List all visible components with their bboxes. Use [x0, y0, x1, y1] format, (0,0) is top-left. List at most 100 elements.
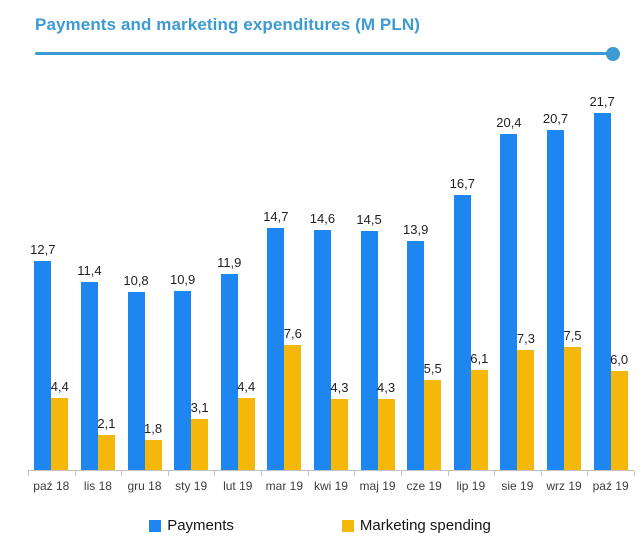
x-tick-label: sie 19: [501, 479, 534, 493]
x-tick-label: lis 18: [83, 479, 112, 493]
marketing-bar: 4,3: [330, 380, 348, 470]
marketing-value-label: 7,5: [563, 327, 582, 343]
payments-value-label: 11,9: [217, 255, 242, 271]
payments-bar: 11,9: [217, 255, 241, 470]
x-axis-tick: [74, 471, 76, 476]
payments-bar: 16,7: [450, 176, 475, 470]
payments-bar: 13,9: [403, 222, 428, 470]
marketing-value-label: 7,6: [283, 325, 302, 341]
x-tick-label: lip 19: [456, 479, 486, 493]
x-axis-tick: [307, 471, 309, 476]
marketing-bar: 4,4: [237, 379, 255, 470]
bar-group-maj-19: 14,5 4,3: [354, 212, 401, 470]
marketing-value-label: 4,4: [237, 378, 256, 394]
payments-value-label: 10,8: [123, 273, 149, 289]
bar-group-kwi-19: 14,6 4,3: [308, 211, 355, 470]
marketing-value-label: 4,4: [50, 378, 69, 394]
x-tick-label: cze 19: [406, 479, 442, 493]
payments-bar: 12,7: [30, 242, 55, 470]
marketing-value-label: 2,1: [97, 416, 116, 432]
title-underline-dot-icon: [606, 47, 620, 61]
marketing-value-label: 4,3: [330, 380, 349, 396]
marketing-value-label: 3,1: [190, 400, 209, 416]
payments-value-label: 20,7: [542, 110, 569, 126]
legend-payments-label: Payments: [167, 517, 234, 534]
bar-group-mar-19: 14,7 7,6: [261, 209, 308, 470]
payments-bar: 10,8: [123, 273, 149, 470]
payments-value-label: 16,7: [449, 176, 475, 192]
payments-bar: 21,7: [589, 94, 615, 470]
title-underline-line: [35, 52, 612, 55]
plot-area: 12,7 4,4 11,4 2,1 10,8 1,8 10,9 3,1 11,9 4,4 14,7 7…: [28, 66, 634, 470]
x-axis-tick: [587, 471, 589, 476]
marketing-value-label: 7,3: [516, 330, 535, 346]
legend-item-marketing: Marketing spending: [341, 517, 491, 534]
marketing-swatch-icon: [341, 519, 354, 532]
marketing-bar: 7,3: [517, 331, 535, 470]
marketing-value-label: 1,8: [143, 421, 163, 437]
x-axis-tick: [634, 471, 635, 476]
bar-group-sie-19: 20,4 7,3: [494, 115, 541, 470]
payments-bar: 14,5: [356, 212, 382, 470]
marketing-bar: 1,8: [144, 421, 162, 470]
x-tick-label: gru 18: [127, 479, 162, 493]
payments-value-label: 21,7: [589, 94, 615, 110]
payments-value-label: 12,7: [30, 242, 56, 258]
payments-bar: 14,6: [310, 211, 335, 470]
x-axis-tick: [28, 471, 29, 476]
marketing-value-label: 6,0: [610, 352, 629, 368]
bar-group-lut-19: 11,9 4,4: [214, 255, 261, 470]
x-axis-tick: [261, 471, 263, 476]
x-tick-label: kwi 19: [313, 479, 348, 493]
x-axis-tick: [494, 471, 496, 476]
x-axis-tick: [167, 471, 169, 476]
x-tick-label: mar 19: [265, 479, 304, 493]
x-tick-label: paź 19: [592, 479, 629, 493]
bar-group-cze-19: 13,9 5,5: [401, 222, 448, 470]
payments-value-label: 20,4: [496, 115, 522, 131]
x-axis-labels: paź 18 lis 18 gru 18 sty 19 lut 19 mar 19 kwi …: [28, 476, 634, 493]
legend-item-payments: Payments: [149, 517, 234, 534]
bar-group-paź-18: 12,7 4,4: [28, 242, 75, 470]
payments-bar: 20,7: [543, 111, 568, 470]
payments-value-label: 14,7: [263, 209, 289, 225]
chart-title: Payments and marketing expenditures (M P…: [35, 15, 420, 34]
marketing-bar: 4,4: [51, 379, 69, 470]
payments-value-label: 10,9: [169, 271, 196, 287]
bar-group-sty-19: 10,9 3,1: [168, 272, 215, 470]
bar-group-gru-18: 10,8 1,8: [121, 273, 168, 470]
x-axis-tick: [354, 471, 356, 476]
x-axis-tick: [214, 471, 216, 476]
x-axis: [28, 470, 635, 476]
payments-bar: 14,7: [263, 209, 289, 470]
x-axis-tick: [540, 471, 542, 476]
marketing-bar: 7,5: [563, 328, 582, 470]
marketing-value-label: 5,5: [423, 360, 442, 376]
marketing-bar: 6,0: [610, 352, 628, 470]
marketing-bar: 5,5: [424, 361, 442, 470]
marketing-bar: 7,6: [284, 326, 302, 470]
bar-group-lip-19: 16,7 6,1: [447, 176, 494, 470]
title-underline: [35, 47, 620, 61]
payments-value-label: 11,4: [77, 263, 102, 279]
marketing-value-label: 4,3: [377, 380, 396, 396]
marketing-bar: 3,1: [191, 400, 209, 470]
x-axis-tick: [447, 471, 449, 476]
legend-marketing-label: Marketing spending: [359, 517, 491, 534]
payments-swatch-icon: [149, 519, 162, 532]
x-tick-label: paź 18: [33, 479, 70, 493]
payments-value-label: 13,9: [403, 222, 429, 238]
payments-value-label: 14,6: [309, 210, 336, 226]
bar-group-lis-18: 11,4 2,1: [75, 263, 122, 470]
marketing-bar: 4,3: [377, 380, 395, 470]
marketing-value-label: 6,1: [470, 350, 489, 366]
payments-bar: 10,9: [170, 272, 195, 470]
x-tick-label: sty 19: [175, 479, 208, 493]
payments-value-label: 14,5: [356, 212, 382, 228]
bar-group-wrz-19: 20,7 7,5: [541, 111, 588, 470]
marketing-bar: 6,1: [470, 351, 488, 470]
x-tick-label: wrz 19: [546, 479, 582, 493]
bar-group-paź-19: 21,7 6,0: [587, 94, 634, 470]
payments-bar: 11,4: [77, 263, 102, 470]
